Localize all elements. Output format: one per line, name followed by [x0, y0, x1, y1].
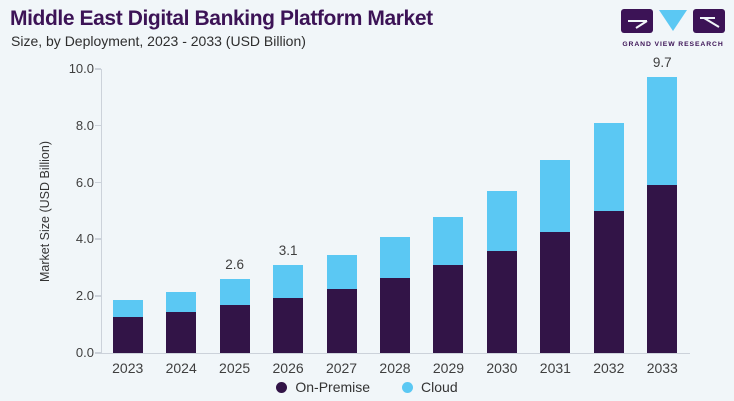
bar-segment-cloud — [486, 191, 517, 251]
plot-area — [101, 69, 690, 354]
bar-segment-on-premise — [219, 305, 250, 353]
bar-stack — [326, 255, 357, 353]
legend-item-on-premise: On-Premise — [276, 379, 370, 395]
x-axis-label: 2026 — [272, 360, 304, 376]
bar-segment-cloud — [433, 217, 464, 265]
bar-stack — [380, 237, 410, 353]
logo-wordmark: GRAND VIEW RESEARCH — [622, 41, 724, 48]
bar-segment-cloud — [219, 279, 250, 305]
bar-segment-cloud — [326, 255, 357, 289]
bar-stack — [647, 77, 678, 353]
bar-segment-on-premise — [273, 298, 304, 353]
bar-stack — [166, 292, 197, 353]
bar-value-label: 2.6 — [225, 257, 245, 272]
y-axis-tick-mark — [95, 238, 101, 240]
bar-segment-cloud — [273, 265, 304, 298]
legend-swatch-on-premise — [276, 381, 288, 393]
page-title: Middle East Digital Banking Platform Mar… — [10, 7, 433, 30]
y-axis-tick-mark — [95, 124, 101, 127]
x-axis-label: 2025 — [219, 360, 251, 376]
x-axis-label: 2027 — [325, 360, 358, 376]
y-axis-tick-label: 10.0 — [68, 61, 94, 76]
logo-r-block — [693, 9, 725, 33]
bar-segment-on-premise — [112, 317, 143, 353]
x-axis-label: 2033 — [646, 360, 678, 376]
bar-segment-cloud — [112, 300, 143, 317]
x-axis-label: 2028 — [379, 360, 411, 376]
bar-segment-on-premise — [433, 265, 464, 353]
bar-stack — [593, 123, 624, 353]
logo-v-triangle-icon — [659, 10, 687, 31]
y-axis-tick-label: 2.0 — [75, 288, 94, 304]
x-axis-label: 2032 — [593, 360, 625, 376]
y-axis-tick-label: 8.0 — [75, 117, 94, 133]
bar-segment-cloud — [166, 292, 197, 312]
gvr-logo-marks — [621, 9, 725, 33]
page-subtitle: Size, by Deployment, 2023 - 2033 (USD Bi… — [11, 33, 306, 49]
bar-segment-cloud — [647, 77, 678, 185]
y-axis-tick-label: 6.0 — [75, 174, 94, 190]
gvr-logo: GRAND VIEW RESEARCH — [619, 9, 727, 48]
bar-stack — [273, 265, 304, 353]
bar-segment-cloud — [593, 123, 624, 211]
bar-stack — [112, 300, 143, 353]
bar-stack — [540, 160, 571, 353]
y-axis-title: Market Size (USD Billion) — [38, 140, 52, 282]
legend-item-cloud: Cloud — [402, 379, 458, 395]
bar-segment-on-premise — [647, 185, 678, 353]
y-axis-tick-mark — [95, 68, 101, 70]
y-axis-tick-label: 4.0 — [75, 231, 94, 247]
x-axis-label: 2023 — [112, 360, 144, 376]
bar-value-label: 9.7 — [652, 55, 672, 70]
y-axis-tick-mark — [95, 181, 101, 184]
legend-label: Cloud — [421, 379, 458, 395]
y-axis-tick-label: 0.0 — [75, 345, 94, 360]
x-axis-label: 2029 — [432, 360, 465, 376]
bar-segment-on-premise — [593, 211, 624, 353]
logo-g-block — [621, 9, 653, 33]
x-axis-label: 2031 — [539, 360, 571, 376]
bar-segment-on-premise — [326, 289, 357, 353]
bar-stack — [433, 217, 464, 353]
legend-label: On-Premise — [295, 379, 371, 395]
x-axis-label: 2030 — [486, 360, 518, 376]
legend-swatch-cloud — [402, 381, 414, 393]
y-axis-tick-mark — [95, 295, 101, 297]
bar-value-label: 3.1 — [278, 243, 298, 258]
y-axis-tick-mark — [95, 352, 101, 354]
bar-segment-on-premise — [540, 232, 571, 353]
legend: On-Premise Cloud — [0, 379, 734, 395]
bar-segment-on-premise — [486, 251, 517, 353]
x-axis-label: 2024 — [165, 360, 197, 376]
bar-stack — [486, 191, 517, 353]
bar-stack — [219, 279, 250, 353]
bar-segment-cloud — [540, 160, 571, 232]
bar-segment-on-premise — [166, 312, 197, 353]
bar-segment-cloud — [380, 237, 410, 278]
bar-segment-on-premise — [380, 278, 410, 353]
